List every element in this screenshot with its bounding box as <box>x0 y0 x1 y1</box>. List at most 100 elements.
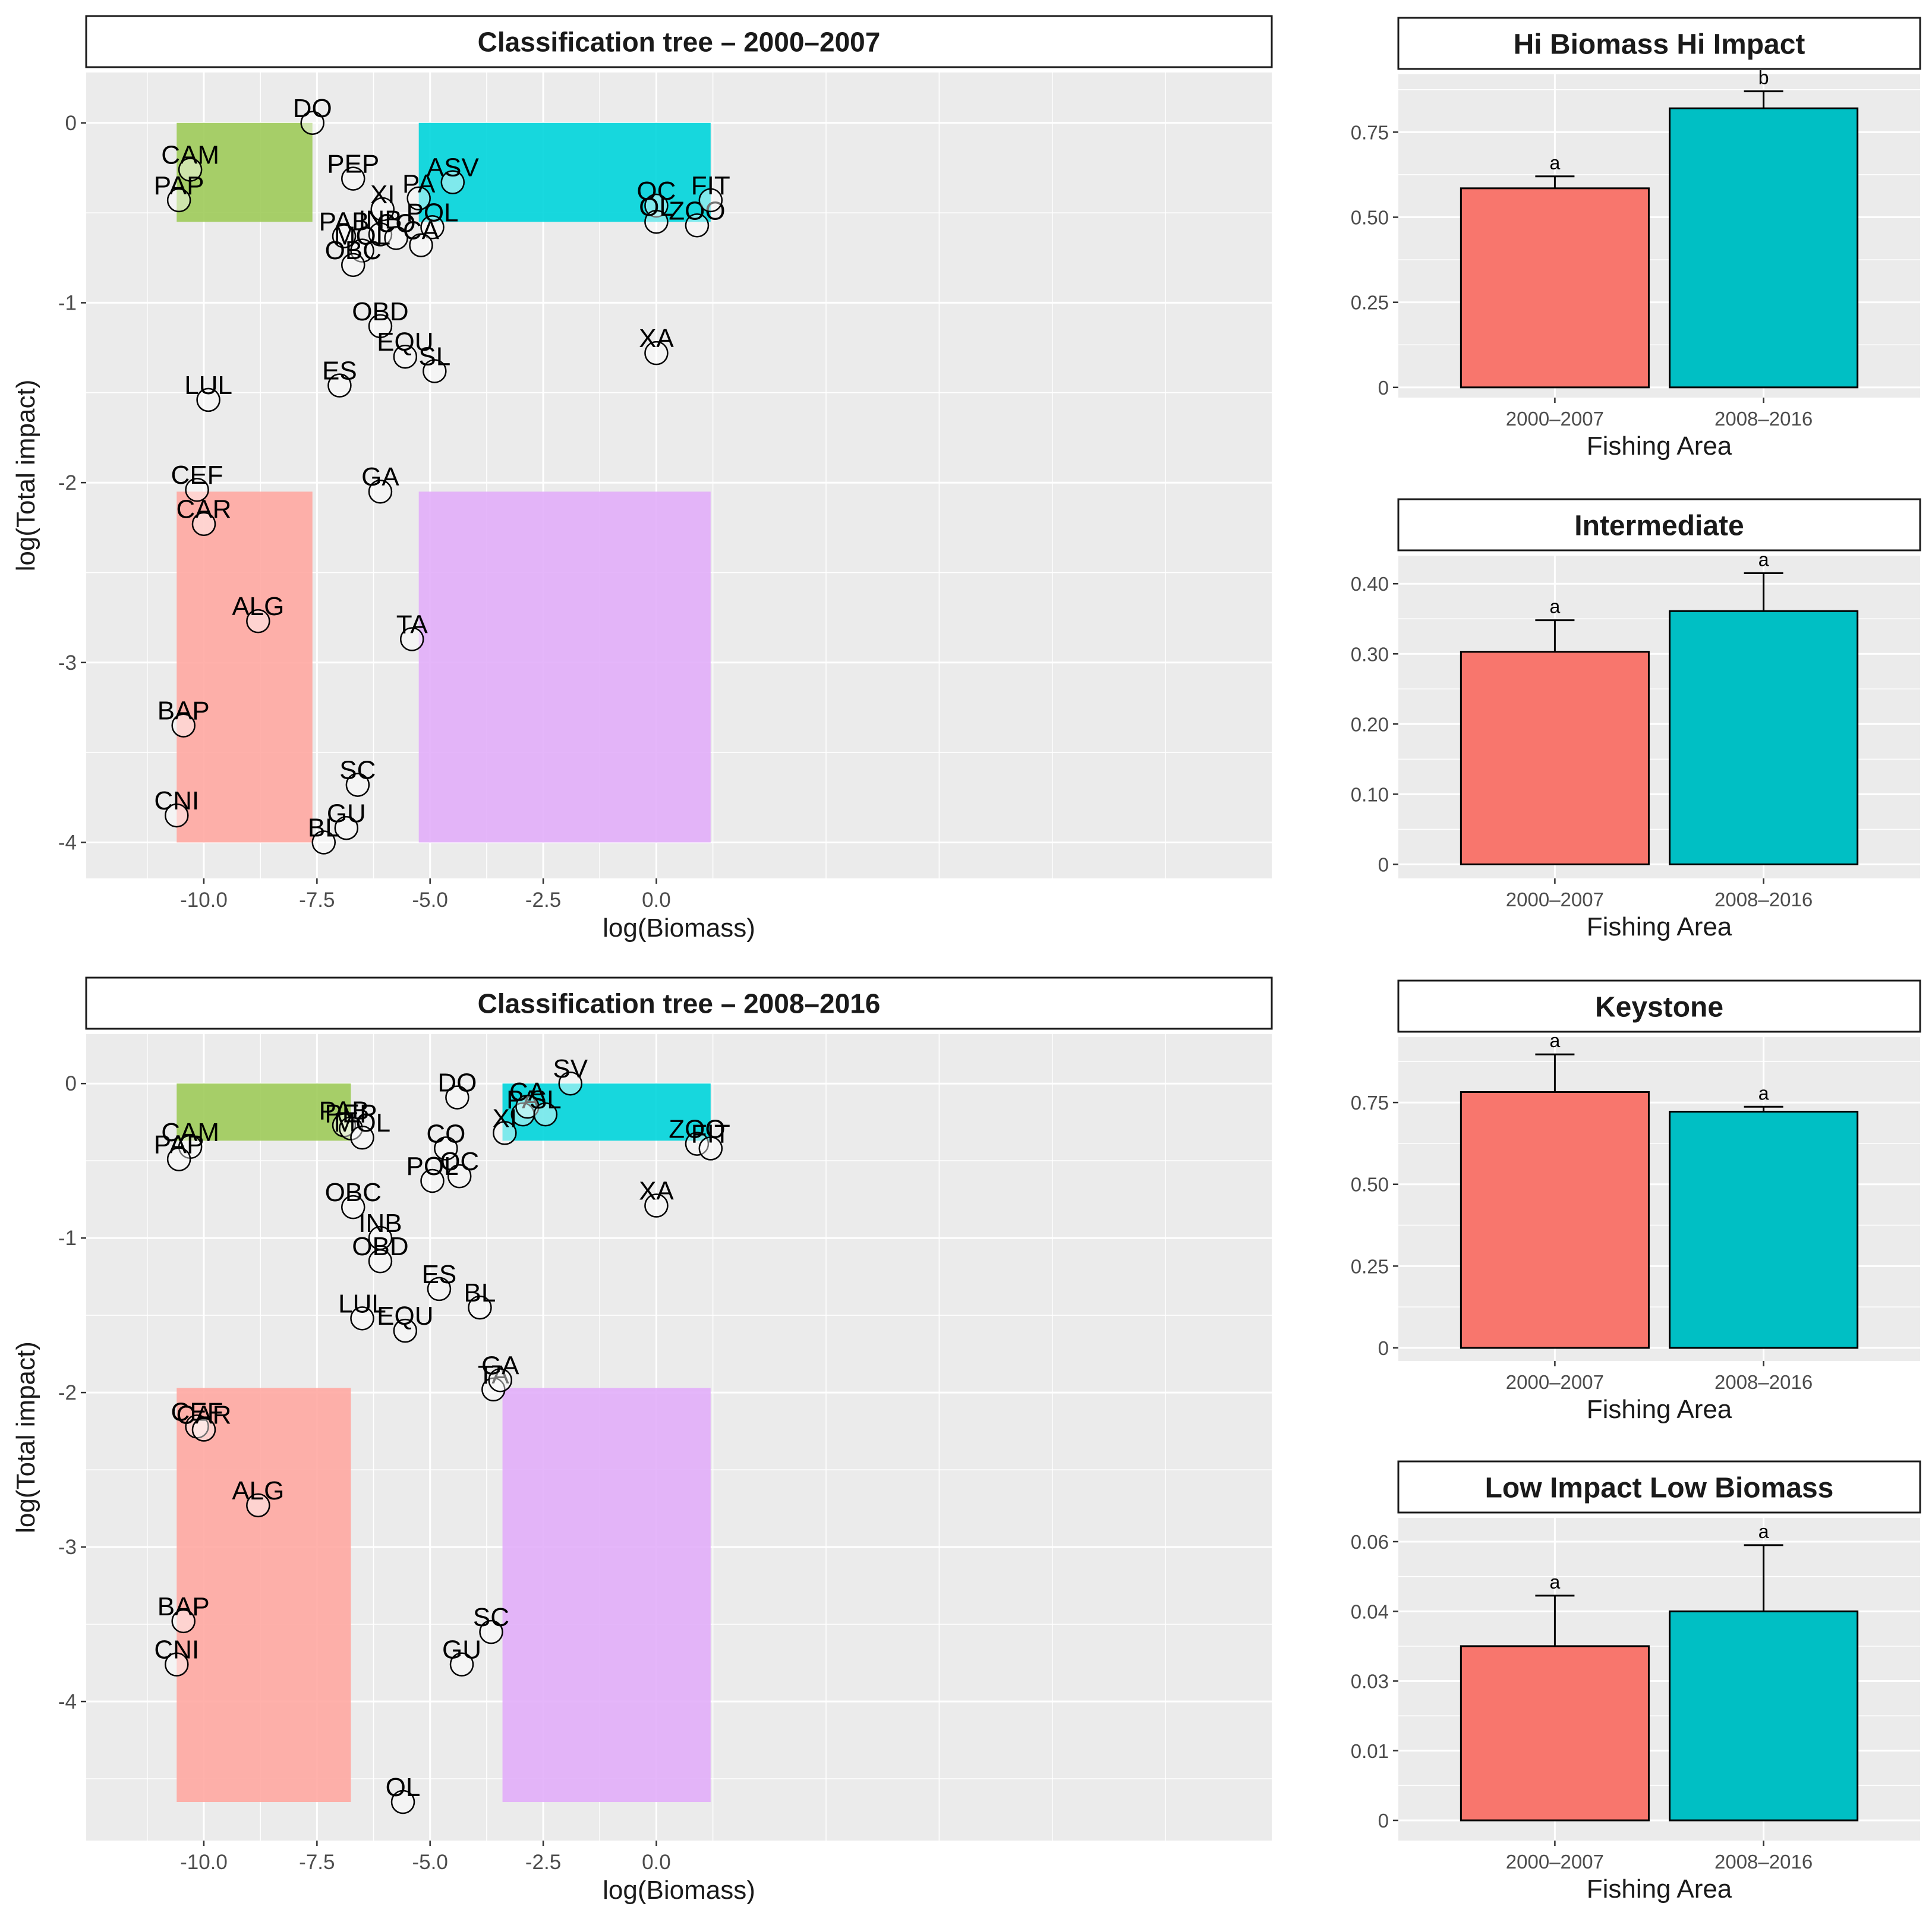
region-hi-biomass-hi-impact <box>418 122 711 222</box>
data-point <box>345 773 370 797</box>
point-label: FIT <box>691 171 730 200</box>
point-label: MOL <box>334 222 390 251</box>
point-label: TA <box>478 1360 510 1389</box>
data-point <box>698 1136 723 1161</box>
point-label: CAR <box>177 495 232 524</box>
y-tick-label: 0 <box>1378 377 1389 399</box>
point-label: CA <box>509 1077 546 1107</box>
y-tick-label: 0 <box>1378 853 1389 875</box>
panel-title-strip <box>1397 17 1921 70</box>
point-label: INB <box>358 1209 402 1238</box>
point-label: OBD <box>352 297 408 326</box>
bar-panel: Intermediate 0 0.10 0.20 0.30 0.40 a 2000–2007 a… <box>1351 498 1921 941</box>
point-label: LUL <box>338 1289 386 1318</box>
data-point <box>493 1121 517 1145</box>
y-tick-label: -2 <box>58 471 77 494</box>
data-point <box>178 157 203 182</box>
point-label: SL <box>418 342 450 371</box>
data-point <box>427 1277 452 1302</box>
point-label: CNI <box>154 1636 199 1665</box>
x-tick-label: 0.0 <box>642 1851 671 1874</box>
data-point <box>685 1132 710 1156</box>
bar <box>1669 1111 1859 1349</box>
point-label: OBC <box>325 236 382 265</box>
point-label: GU <box>442 1636 481 1665</box>
x-tick-label: -2.5 <box>525 888 561 912</box>
x-tick-label: 2000–2007 <box>1506 888 1604 910</box>
y-tick-label: 0.30 <box>1351 643 1389 665</box>
point-label: CAR <box>177 1401 232 1430</box>
data-point <box>350 238 374 263</box>
data-point <box>434 1136 458 1161</box>
y-axis-title: log(Total impact) <box>11 380 40 572</box>
point-label: EQU <box>377 1302 433 1331</box>
data-point <box>196 387 220 412</box>
x-tick-label: -7.5 <box>299 1851 335 1874</box>
point-label: ASV <box>427 153 480 182</box>
x-tick-label: 2000–2007 <box>1506 408 1604 430</box>
x-axis-title: log(Biomass) <box>603 913 755 943</box>
bar <box>1669 107 1859 389</box>
point-label: ES <box>422 1260 457 1289</box>
data-point <box>341 166 365 191</box>
panel-title-strip <box>85 976 1273 1030</box>
point-label: CAM <box>161 140 219 169</box>
y-tick-label: -3 <box>58 651 77 675</box>
y-tick-label: 0.04 <box>1351 1600 1389 1622</box>
significance-letter: a <box>1758 1521 1769 1542</box>
data-point <box>445 1085 469 1110</box>
x-tick-label: -5.0 <box>412 1851 448 1874</box>
point-label: SL <box>530 1085 562 1114</box>
bar <box>1669 1610 1859 1822</box>
point-label: POL <box>406 1152 458 1181</box>
data-point <box>191 1417 216 1442</box>
data-point <box>449 1652 474 1677</box>
data-point <box>246 1493 270 1518</box>
data-point <box>390 1789 415 1814</box>
panel-title: Hi Biomass Hi Impact <box>1514 29 1805 60</box>
data-point <box>327 373 352 398</box>
x-tick-label: -10.0 <box>180 1851 228 1874</box>
data-point <box>468 1295 492 1320</box>
point-label: CEF <box>171 461 223 490</box>
panel-title-strip <box>1397 1460 1921 1514</box>
data-point <box>171 713 196 738</box>
y-tick-label: -4 <box>58 831 77 854</box>
y-tick-label: 0.50 <box>1351 207 1389 229</box>
point-label: PEP <box>324 1099 377 1129</box>
bar-panel: Keystone 0 0.25 0.50 0.75 a 2000–2007 a 2008–201… <box>1351 979 1921 1424</box>
data-point <box>341 1195 365 1220</box>
data-point <box>685 213 710 238</box>
data-point <box>393 344 418 369</box>
point-label: XA <box>639 1177 674 1206</box>
x-tick-label: -5.0 <box>412 888 448 912</box>
y-tick-label: 0.01 <box>1351 1740 1389 1762</box>
point-label: PEP <box>327 150 379 179</box>
region-low-impact-low-biomass <box>177 491 313 843</box>
point-label: SV <box>553 1054 588 1083</box>
point-label: GU <box>327 799 366 828</box>
point-label: OC <box>636 177 676 206</box>
panel-title: Classification tree – 2000–2007 <box>478 27 881 58</box>
data-point <box>515 1094 540 1119</box>
data-point <box>171 1609 196 1634</box>
y-tick-label: -4 <box>58 1690 77 1713</box>
point-label: ALG <box>232 592 284 621</box>
data-point <box>420 1168 445 1193</box>
x-axis-title: Fishing Area <box>1587 431 1732 461</box>
y-tick-label: 0.25 <box>1351 1255 1389 1277</box>
data-point <box>409 233 433 257</box>
point-label: OBC <box>325 1178 382 1207</box>
point-label: CEF <box>171 1397 223 1426</box>
x-tick-label: 2008–2016 <box>1714 1851 1813 1873</box>
panel-title-strip <box>1397 498 1921 552</box>
point-label: PAB <box>319 207 370 236</box>
point-label: DO <box>437 1069 477 1098</box>
x-axis-title: Fishing Area <box>1587 1874 1732 1904</box>
point-label: TA <box>396 610 428 639</box>
point-label: CA <box>403 216 440 245</box>
scatter-panel: Classification tree – 2008–2016-10.0 -7.5… <box>11 976 1273 1905</box>
y-tick-label: 0 <box>65 112 77 135</box>
point-label: OBD <box>352 1232 408 1261</box>
point-label: CNI <box>154 786 199 815</box>
